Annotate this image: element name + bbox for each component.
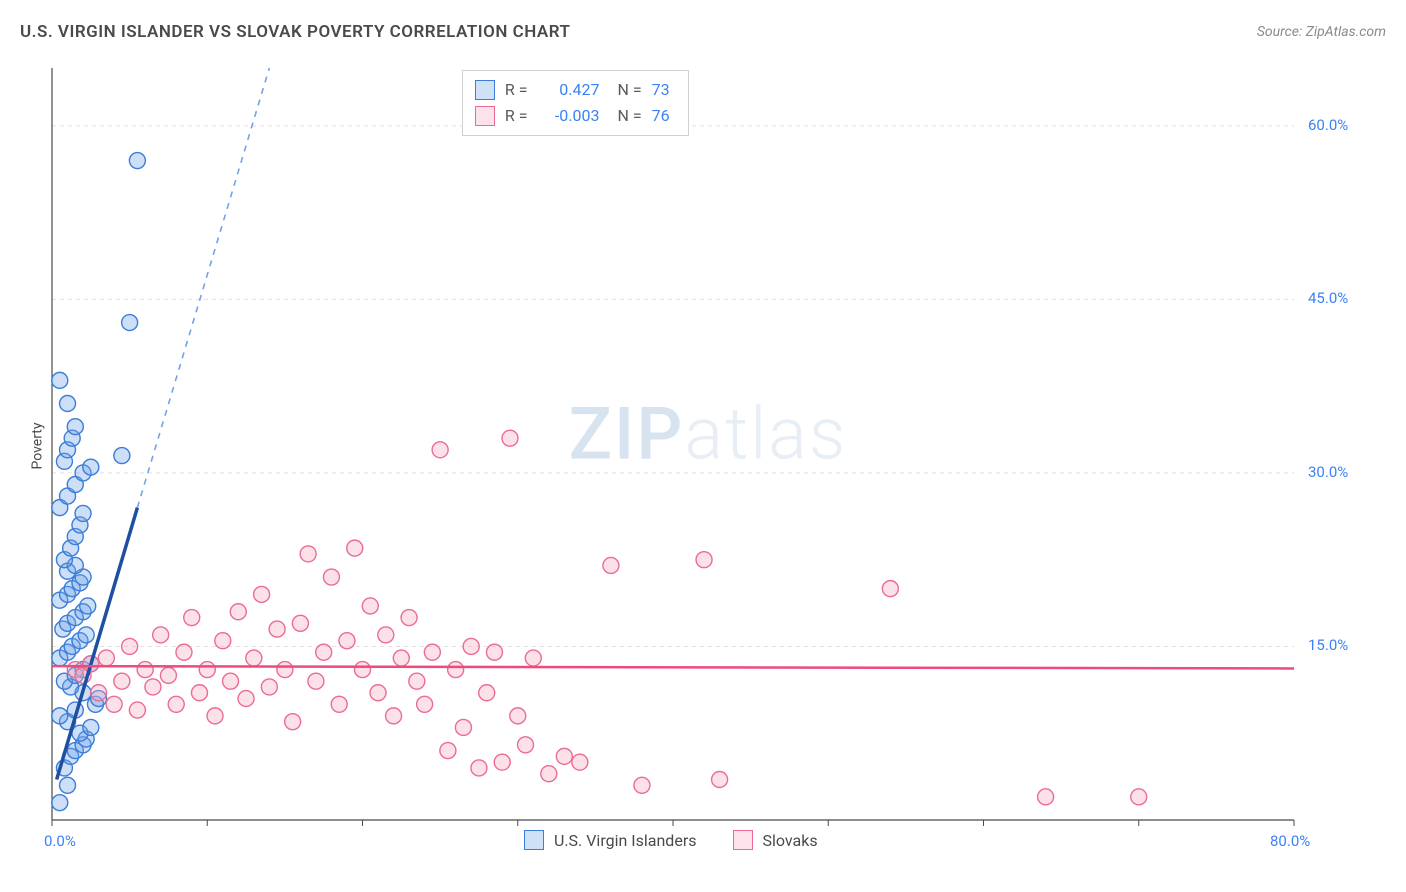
y-tick-label: 60.0% xyxy=(1308,116,1348,134)
plot-area: ZIPatlas R =0.427N = 73R =-0.003N = 76 U… xyxy=(48,60,1368,840)
corr-legend-row: R = -0.003 N = 76 xyxy=(475,103,670,129)
chart-svg xyxy=(48,60,1368,840)
chart-title: U.S. VIRGIN ISLANDER VS SLOVAK POVERTY C… xyxy=(20,22,571,42)
x-tick-label: 0.0% xyxy=(44,832,76,850)
n-value: 73 xyxy=(652,77,670,103)
legend-item: U.S. Virgin Islanders xyxy=(524,830,697,850)
y-tick-label: 15.0% xyxy=(1308,636,1348,654)
n-label: N = xyxy=(617,77,641,103)
source-prefix: Source: xyxy=(1257,24,1306,40)
y-tick-label: 30.0% xyxy=(1308,463,1348,481)
bottom-legend: U.S. Virgin Islanders Slovaks xyxy=(524,830,818,850)
y-tick-label: 45.0% xyxy=(1308,289,1348,307)
corr-legend-row: R = 0.427 N = 73 xyxy=(475,77,670,103)
legend-label: U.S. Virgin Islanders xyxy=(554,831,697,850)
n-label: N = xyxy=(617,103,641,129)
r-label: R = xyxy=(505,103,528,129)
correlation-legend: R = 0.427 N = 73 R = -0.003 N = 76 xyxy=(462,70,689,136)
r-value: 0.427 xyxy=(537,77,599,103)
header-row: U.S. VIRGIN ISLANDER VS SLOVAK POVERTY C… xyxy=(20,22,1386,42)
source-credit: Source: ZipAtlas.com xyxy=(1257,24,1386,40)
legend-item: Slovaks xyxy=(733,830,818,850)
legend-swatch xyxy=(475,80,495,100)
legend-swatch xyxy=(475,106,495,126)
r-label: R = xyxy=(505,77,528,103)
x-tick-label: 80.0% xyxy=(1270,832,1310,850)
y-axis-label: Poverty xyxy=(30,422,46,469)
legend-swatch xyxy=(524,830,544,850)
source-name: ZipAtlas.com xyxy=(1306,24,1386,40)
n-value: 76 xyxy=(652,103,670,129)
legend-label: Slovaks xyxy=(763,831,818,850)
r-value: -0.003 xyxy=(537,103,599,129)
legend-swatch xyxy=(733,830,753,850)
